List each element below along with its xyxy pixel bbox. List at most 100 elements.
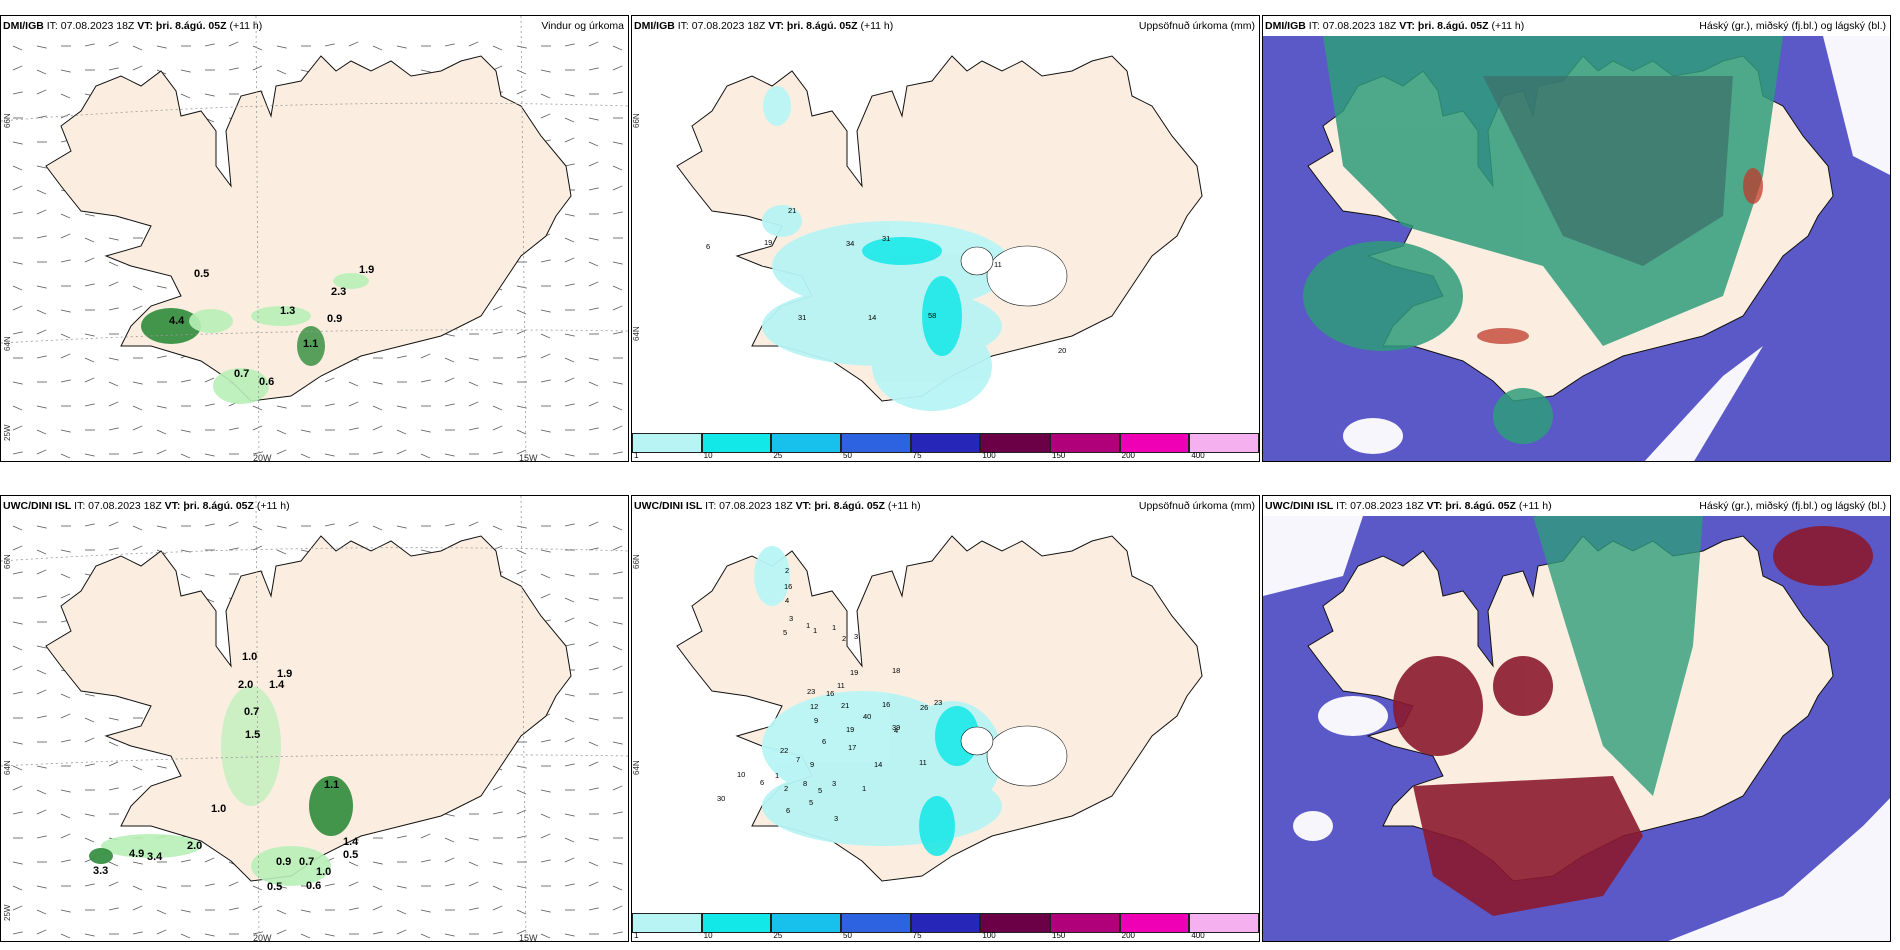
wind-barb <box>60 549 71 553</box>
wind-barb <box>396 449 407 455</box>
wind-barb <box>132 425 143 431</box>
precip-value: 10 <box>737 770 746 779</box>
wind-barb <box>564 453 575 457</box>
wind-barb <box>540 259 551 263</box>
wind-barb <box>468 881 479 887</box>
cloud-red <box>1393 526 1873 916</box>
wind-barb <box>444 837 455 843</box>
wind-barb <box>612 571 623 575</box>
wind-barb <box>516 329 527 335</box>
lat-label: 66N <box>3 113 12 128</box>
wind-barb <box>492 861 503 865</box>
wind-barb <box>468 381 479 387</box>
wind-barb <box>420 429 431 433</box>
wind-barb <box>564 257 575 263</box>
wind-barb <box>516 449 527 455</box>
wind-barb <box>564 403 575 407</box>
wind-barb <box>612 285 623 291</box>
wind-value: 3.4 <box>147 851 163 863</box>
colorbar-segment <box>632 913 702 933</box>
wind-barb <box>324 43 335 47</box>
wind-barb <box>36 835 47 839</box>
wind-barb <box>12 785 23 791</box>
wind-barb <box>516 355 527 359</box>
wind-barb <box>540 353 551 359</box>
panel-subtitle: Uppsöfnuð úrkoma (mm) <box>1138 20 1255 32</box>
precip-value: 31 <box>882 234 891 243</box>
wind-barb <box>492 425 503 431</box>
wind-barb <box>204 93 215 97</box>
wind-barb <box>468 861 479 867</box>
panel-title: DMI/IGB IT: 07.08.2023 18Z VT: þri. 8.ág… <box>3 20 263 32</box>
wind-value: 0.5 <box>343 849 359 861</box>
map-panel-cloud-dmi: DMI/IGB IT: 07.08.2023 18Z VT: þri. 8.ág… <box>1262 15 1891 462</box>
precip-value: 4 <box>894 726 899 735</box>
precip-value: 21 <box>788 206 797 215</box>
wind-barb <box>84 237 95 243</box>
wind-barb <box>348 881 359 887</box>
wind-barb <box>36 45 47 49</box>
wind-barb <box>420 933 431 939</box>
wind-barb <box>348 381 359 387</box>
wind-barb <box>108 307 119 311</box>
panel-title: DMI/IGB IT: 07.08.2023 18Z VT: þri. 8.ág… <box>634 20 894 32</box>
wind-barb <box>564 763 575 767</box>
lon-label: 15W <box>519 933 538 942</box>
precip-value: 2 <box>784 784 789 793</box>
precip-value: 23 <box>934 698 943 707</box>
colorbar-tick: 400 <box>1191 931 1205 940</box>
wind-barb <box>540 593 551 599</box>
wind-barb <box>132 405 143 411</box>
wind-barb <box>12 645 23 651</box>
map-panel-cloud-uwc: UWC/DINI ISL IT: 07.08.2023 18Z VT: þri.… <box>1262 495 1891 942</box>
wind-barb <box>492 785 503 791</box>
wind-barb <box>180 429 191 433</box>
precip-value: 22 <box>780 746 789 755</box>
wind-barb <box>444 377 455 383</box>
wind-barb <box>60 859 71 863</box>
wind-barb <box>36 309 47 315</box>
wind-value: 0.7 <box>234 368 250 380</box>
wind-barb <box>12 165 23 171</box>
wind-barb <box>132 65 143 71</box>
wind-barb <box>300 429 311 433</box>
wind-barb <box>276 909 287 915</box>
wind-barb <box>588 861 599 867</box>
wind-value: 2.3 <box>331 286 347 298</box>
wind-barb <box>36 355 47 359</box>
wind-barb <box>516 909 527 915</box>
colorbar-segment <box>841 913 911 933</box>
wind-barb <box>468 521 479 527</box>
wind-barb <box>108 67 119 71</box>
graticule <box>1 496 628 941</box>
map-panel-precip-dmi: DMI/IGB IT: 07.08.2023 18Z VT: þri. 8.ág… <box>631 15 1260 462</box>
wind-barb <box>420 859 431 863</box>
wind-barb <box>12 905 23 911</box>
wind-barb <box>156 405 167 409</box>
wind-barb <box>540 789 551 793</box>
wind-barb <box>588 401 599 407</box>
wind-barb <box>564 717 575 723</box>
wind-barb <box>612 545 623 551</box>
wind-value: 0.5 <box>267 881 283 893</box>
wind-barb <box>564 377 575 383</box>
wind-barb <box>612 785 623 791</box>
wind-barb <box>396 45 407 49</box>
white-areas <box>960 725 1068 787</box>
precip-value: 5 <box>809 798 814 807</box>
wind-barb <box>588 261 599 267</box>
precip-value: 2 <box>842 634 847 643</box>
wind-barb <box>300 909 311 913</box>
colorbar-tick: 75 <box>912 931 922 940</box>
wind-barb <box>492 905 503 911</box>
precip-value: 31 <box>798 313 807 322</box>
wind-barb <box>252 65 263 71</box>
wind-barb <box>324 883 335 887</box>
wind-barb <box>60 833 71 839</box>
wind-barb <box>84 883 95 887</box>
cloud-dark <box>1483 76 1733 266</box>
wind-barb <box>60 789 71 793</box>
wind-barb <box>300 933 311 939</box>
wind-barb <box>564 933 575 937</box>
wind-barb <box>276 549 287 555</box>
